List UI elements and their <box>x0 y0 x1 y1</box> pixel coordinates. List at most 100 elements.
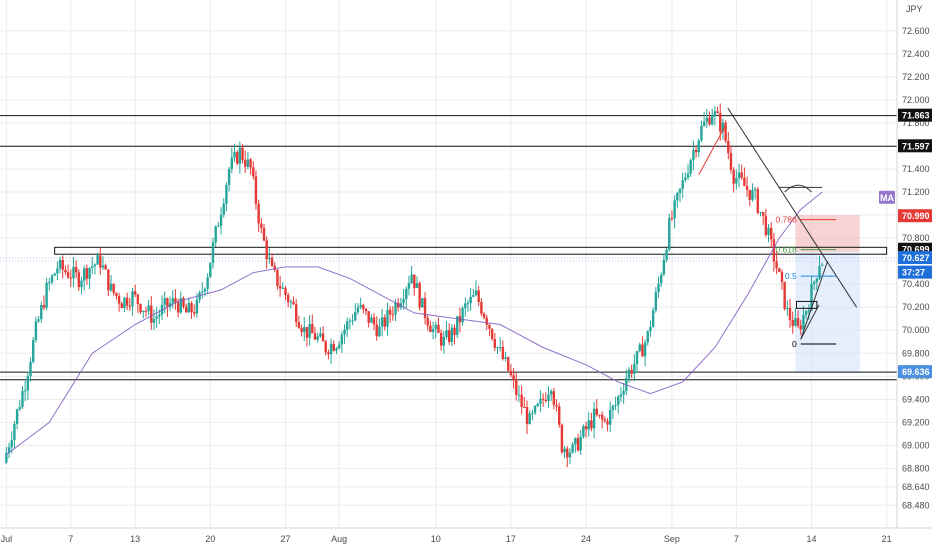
candle-body <box>278 285 282 289</box>
candle-body <box>415 283 419 289</box>
candle-body <box>764 215 768 235</box>
candle-body <box>732 169 735 184</box>
candle-body <box>681 180 684 189</box>
candle-body <box>520 394 523 407</box>
price-tick-label: 69.800 <box>902 348 930 358</box>
candle-body <box>437 324 440 333</box>
candle-body <box>549 391 553 395</box>
candle-body <box>405 288 408 300</box>
candle-body <box>461 308 464 323</box>
price-tick-label: 70.400 <box>902 279 930 289</box>
candle-body <box>804 311 808 315</box>
candle-body <box>29 361 32 377</box>
candle-body <box>91 266 94 268</box>
candle-body <box>396 302 400 308</box>
candle-body <box>158 314 161 317</box>
candle-body <box>388 309 392 315</box>
price-tick-label: 68.640 <box>902 482 930 492</box>
candle-body <box>485 317 488 325</box>
candle-body <box>88 267 91 279</box>
time-tick-label: Aug <box>331 534 347 544</box>
candle-body <box>472 295 475 297</box>
candle-body <box>32 340 35 362</box>
candle-body <box>751 189 754 200</box>
candle-body <box>249 159 252 168</box>
price-tag-label: 69.636 <box>902 367 930 377</box>
candle-body <box>646 331 649 343</box>
plot-area[interactable]: 0.786 0.618 0.5 0 <box>0 0 897 528</box>
candle-body <box>61 259 64 270</box>
resistance-zone <box>54 246 888 255</box>
candle-body <box>206 277 209 289</box>
candle-body <box>821 264 824 266</box>
candle-body <box>533 405 537 413</box>
candle-body <box>64 269 67 273</box>
candle-body <box>512 375 515 380</box>
candle-body <box>566 448 569 458</box>
candle-body <box>74 266 78 273</box>
candle-body <box>633 363 636 374</box>
price-tick-label: 71.800 <box>902 118 930 128</box>
candle-body <box>592 408 596 429</box>
candle-body <box>327 352 330 355</box>
price-tag <box>898 265 932 279</box>
candle-body <box>670 218 674 220</box>
candle-body <box>555 404 558 407</box>
candle-body <box>708 117 711 125</box>
candle-body <box>367 311 370 323</box>
candle-body <box>93 264 97 267</box>
projection-line <box>800 260 829 340</box>
candle-body <box>815 278 819 282</box>
candle-body <box>321 333 325 342</box>
candle-body <box>651 310 655 327</box>
candle-body <box>128 305 132 307</box>
candle-body <box>694 150 698 153</box>
candle-body <box>163 298 166 305</box>
time-tick-label: 10 <box>431 534 441 544</box>
candle-body <box>136 294 140 305</box>
candle-body <box>552 391 556 405</box>
candle-body <box>488 324 491 329</box>
candle-body <box>743 177 746 187</box>
candle-body <box>442 336 446 346</box>
descending-trendline <box>727 107 857 308</box>
price-tick-label: 69.400 <box>902 394 930 404</box>
time-tick-label: 24 <box>581 534 591 544</box>
candle-body <box>568 452 572 458</box>
candle-body <box>254 176 258 204</box>
candle-body <box>85 268 89 279</box>
candle-body <box>359 304 362 308</box>
candle-body <box>109 283 113 291</box>
candle-body <box>638 344 641 352</box>
candle-body <box>53 273 56 276</box>
candle-body <box>268 257 271 260</box>
candle-body <box>375 324 378 337</box>
candle-body <box>759 211 762 213</box>
candle-body <box>174 298 177 303</box>
candle-body <box>343 329 346 335</box>
candle-body <box>335 348 338 351</box>
candle-body <box>402 299 405 304</box>
candle-body <box>142 310 145 312</box>
candle-body <box>34 321 38 341</box>
candle-body <box>7 447 11 453</box>
candle-body <box>729 153 733 170</box>
candle-body <box>300 327 303 333</box>
candle-body <box>273 265 276 270</box>
candle-body <box>686 173 690 178</box>
candle-body <box>66 272 70 278</box>
candle-body <box>778 268 781 272</box>
candle-body <box>587 420 590 430</box>
candle-body <box>523 406 526 408</box>
candle-body <box>82 268 86 281</box>
ma-indicator-tag[interactable] <box>879 190 895 204</box>
candle-body <box>176 302 180 313</box>
candle-body <box>423 297 427 318</box>
candle-body <box>139 304 142 312</box>
price-tick-label: 72.400 <box>902 49 930 59</box>
candle-body <box>600 414 604 420</box>
candle-body <box>166 298 169 307</box>
candle-body <box>292 301 295 305</box>
candle-body <box>99 255 102 268</box>
